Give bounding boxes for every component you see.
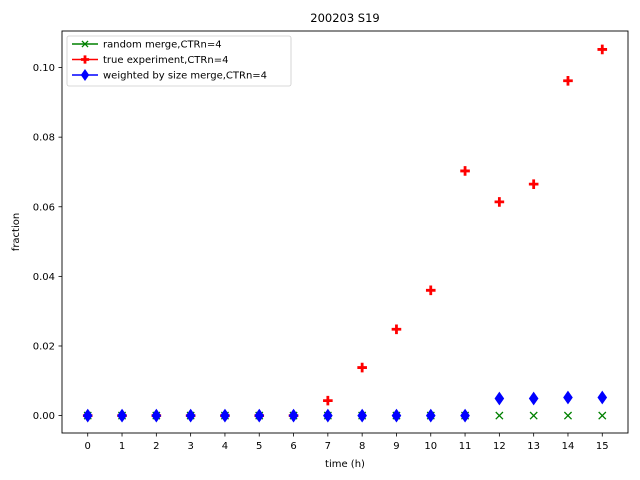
data-point bbox=[425, 408, 436, 423]
legend-label: weighted by size merge,CTRn=4 bbox=[103, 71, 267, 82]
legend-item: weighted by size merge,CTRn=4 bbox=[72, 69, 267, 82]
data-point bbox=[598, 411, 607, 420]
y-tick-label: 0.06 bbox=[33, 202, 55, 213]
data-point bbox=[563, 411, 573, 420]
x-tick-label: 0 bbox=[85, 441, 91, 452]
data-point bbox=[357, 408, 367, 423]
data-point bbox=[494, 197, 505, 207]
data-point bbox=[529, 411, 538, 420]
data-point bbox=[391, 408, 402, 423]
x-tick-label: 5 bbox=[256, 441, 262, 452]
chart-title: 200203 S19 bbox=[310, 11, 380, 25]
y-axis-label: fraction bbox=[11, 213, 22, 251]
legend-item: true experiment,CTRn=4 bbox=[72, 55, 228, 66]
x-tick-label: 4 bbox=[222, 441, 228, 452]
data-point bbox=[597, 390, 608, 405]
data-point bbox=[563, 75, 573, 86]
x-tick-label: 9 bbox=[393, 441, 399, 452]
data-point bbox=[495, 411, 504, 420]
data-point bbox=[460, 408, 470, 423]
data-point bbox=[185, 408, 196, 423]
y-tick-label: 0.10 bbox=[33, 63, 55, 74]
x-axis-label: time (h) bbox=[325, 459, 365, 470]
y-tick-label: 0.02 bbox=[33, 341, 55, 352]
x-tick-label: 8 bbox=[359, 441, 365, 452]
x-tick-label: 1 bbox=[119, 441, 125, 452]
y-tick-label: 0.00 bbox=[33, 411, 55, 422]
legend-marker bbox=[81, 40, 89, 48]
x-tick-label: 15 bbox=[596, 441, 609, 452]
plot-area bbox=[61, 30, 629, 434]
legend-label: true experiment,CTRn=4 bbox=[103, 55, 228, 66]
data-point bbox=[528, 391, 539, 406]
data-point bbox=[563, 390, 573, 405]
x-tick-label: 11 bbox=[459, 441, 472, 452]
x-axis-ticks: 0 1 2 3 4 5 6 7 8 9 10 11 12 13 14 15 bbox=[85, 433, 609, 452]
data-point bbox=[220, 408, 230, 423]
data-point bbox=[82, 408, 93, 423]
data-point bbox=[391, 324, 402, 335]
x-tick-label: 12 bbox=[493, 441, 506, 452]
data-point bbox=[460, 166, 470, 176]
x-tick-label: 7 bbox=[325, 441, 331, 452]
data-point bbox=[117, 408, 127, 423]
y-tick-label: 0.04 bbox=[33, 272, 55, 283]
legend-item: random merge,CTRn=4 bbox=[72, 40, 222, 51]
data-point bbox=[425, 285, 436, 296]
data-point bbox=[288, 408, 299, 423]
data-point bbox=[323, 408, 333, 423]
x-tick-label: 6 bbox=[290, 441, 296, 452]
legend-label: random merge,CTRn=4 bbox=[103, 40, 222, 51]
x-tick-label: 10 bbox=[424, 441, 437, 452]
series-3 bbox=[82, 390, 608, 423]
legend: random merge,CTRn=4 true experiment,CTRn=… bbox=[66, 35, 292, 87]
data-point bbox=[597, 44, 608, 55]
data-point bbox=[151, 408, 162, 423]
legend-marker bbox=[80, 55, 90, 64]
data-point bbox=[357, 362, 367, 373]
x-tick-label: 3 bbox=[187, 441, 193, 452]
data-point bbox=[528, 179, 539, 189]
data-point bbox=[494, 391, 505, 406]
legend-marker bbox=[80, 69, 90, 81]
data-point bbox=[323, 395, 333, 406]
x-tick-label: 14 bbox=[562, 441, 575, 452]
data-marks bbox=[82, 44, 608, 423]
y-axis-ticks: 0.00 0.02 0.04 0.06 0.08 0.10 bbox=[33, 63, 62, 422]
data-point bbox=[254, 408, 265, 423]
legend-frame bbox=[66, 35, 292, 87]
x-tick-label: 2 bbox=[153, 441, 159, 452]
x-tick-label: 13 bbox=[527, 441, 540, 452]
y-tick-label: 0.08 bbox=[33, 133, 55, 144]
